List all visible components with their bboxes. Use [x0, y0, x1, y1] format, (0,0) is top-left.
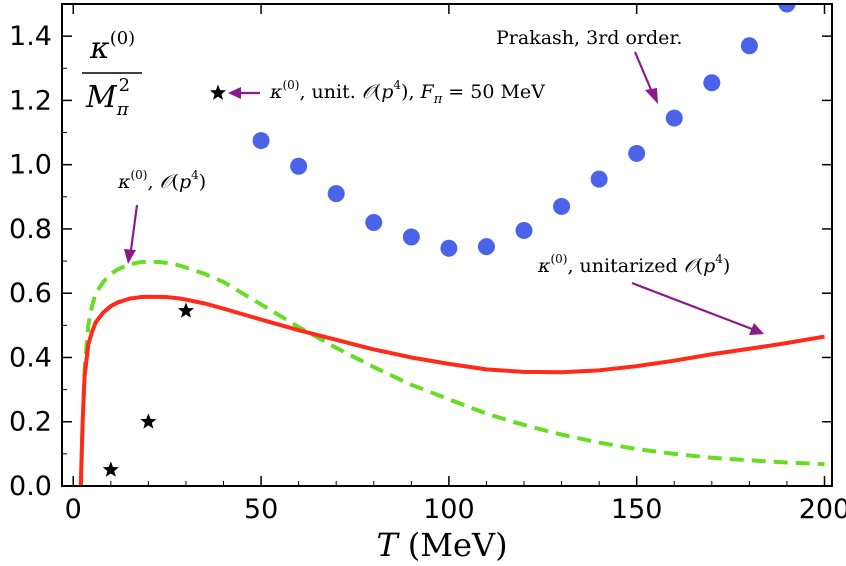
prakash-point [778, 4, 796, 13]
x-tick-label: 50 [244, 494, 278, 525]
y-tick-label: 1.4 [9, 21, 52, 52]
y-tick-label: 0.4 [9, 342, 52, 373]
y-tick-label: 0.0 [9, 471, 52, 502]
ylabel-numerator: κ(0) [89, 28, 135, 66]
arrow-unit-fpi-head [228, 87, 241, 99]
y-axis-ticks: 0.0 0.2 0.4 0.6 0.8 1.0 1.2 1.4 [9, 3, 832, 502]
prakash-point [628, 144, 646, 162]
prakash-point [327, 185, 345, 203]
prakash-point [402, 228, 420, 246]
y-tick-label: 0.6 [9, 278, 52, 309]
series-dashed-line [78, 259, 825, 486]
annotation-op4: κ(0), 𝒪(p4) [117, 168, 206, 193]
arrow-unitarized-head [749, 323, 764, 335]
x-tick-label: 150 [611, 494, 663, 525]
y-tick-label: 1.2 [9, 85, 52, 116]
annotation-prakash: Prakash, 3rd order. [496, 27, 682, 49]
prakash-point [440, 239, 458, 257]
prakash-point [590, 170, 608, 188]
arrow-prakash-head [645, 88, 658, 104]
y-tick-label: 1.0 [9, 150, 52, 181]
annotation-unitarized: κ(0), unitarized 𝒪(p4) [537, 252, 730, 277]
series-stars [102, 302, 195, 477]
arrow-unitarized [631, 281, 753, 331]
prakash-point [665, 109, 683, 127]
x-tick-label: 0 [65, 494, 82, 525]
prakash-point [477, 238, 495, 256]
unitarized-curve [78, 294, 825, 486]
arrow-op4 [129, 204, 139, 251]
y-tick-label: 0.2 [9, 407, 52, 438]
unit-fpi-star [140, 413, 157, 429]
prakash-point [703, 74, 721, 92]
arrow-op4-head [124, 249, 136, 264]
prakash-point [365, 214, 383, 232]
arrow-prakash [633, 51, 654, 93]
prakash-point [740, 37, 758, 55]
x-axis-label: T (MeV) [376, 526, 507, 564]
op4-curve [78, 259, 825, 486]
unit-fpi-star [102, 461, 119, 477]
series-points [252, 4, 796, 257]
legend-star-icon [209, 84, 227, 100]
prakash-point [515, 222, 533, 240]
series-layer [78, 4, 825, 486]
unit-fpi-star [177, 302, 195, 318]
annotation-unit-fpi: κ(0), unit. 𝒪(p4), Fπ = 50 MeV [269, 78, 545, 107]
y-axis-label: κ(0) Mπ2 [82, 28, 142, 120]
x-axis-ticks: 0 50 100 150 200 [65, 4, 846, 525]
series-line [78, 294, 825, 486]
x-tick-label: 100 [423, 494, 475, 525]
prakash-point [553, 197, 571, 215]
prakash-point [290, 157, 308, 175]
y-tick-label: 0.8 [9, 214, 52, 245]
prakash-point [252, 132, 270, 150]
annotation-arrows [124, 51, 764, 335]
x-tick-label: 200 [799, 494, 846, 525]
plot-frame [61, 3, 833, 487]
ylabel-denominator: Mπ2 [85, 75, 130, 120]
